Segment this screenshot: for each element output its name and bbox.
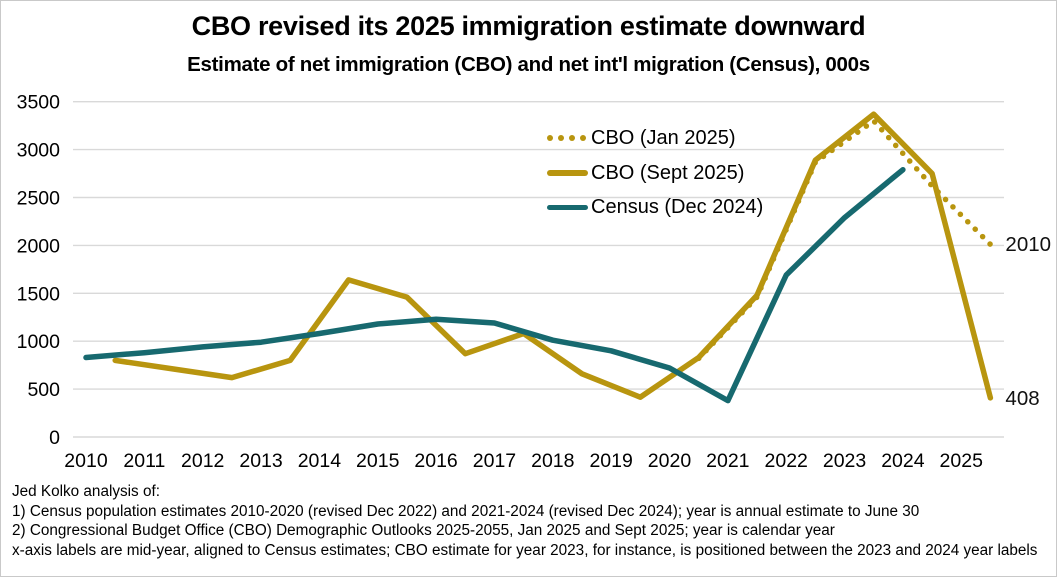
solid-teal-line-swatch (547, 204, 588, 210)
footnotes: Jed Kolko analysis of: 1) Census populat… (12, 482, 1037, 561)
y-axis-tick-label: 3000 (17, 140, 61, 162)
x-axis-tick-label: 2014 (298, 450, 342, 472)
footnote-line-3: 2) Congressional Budget Office (CBO) Dem… (12, 522, 835, 540)
line-end-value-label-cbo-sept: 408 (1005, 386, 1040, 410)
series-line-census-dec-2024 (83, 166, 906, 404)
legend-item-cbo-jan-2025: CBO (Jan 2025) (547, 121, 763, 156)
x-axis-tick-label: 2025 (940, 450, 984, 472)
x-axis-tick-label: 2013 (239, 450, 282, 472)
x-axis-tick-label: 2023 (823, 450, 866, 472)
solid-gold-line-swatch (547, 170, 588, 176)
x-axis-tick-label: 2019 (589, 450, 632, 472)
line-end-value-label-cbo-jan: 2010 (1005, 233, 1052, 257)
x-axis-tick-label: 2020 (648, 450, 692, 472)
y-axis-tick-label: 0 (49, 427, 60, 449)
dotted-line-swatch (547, 135, 588, 142)
y-axis-tick-label: 500 (27, 379, 60, 401)
x-axis-tick-label: 2017 (473, 450, 516, 472)
x-axis-tick-label: 2011 (123, 450, 165, 472)
legend-label-cbo-jan-2025: CBO (Jan 2025) (591, 127, 736, 150)
y-axis-tick-label: 1500 (17, 283, 61, 305)
series-line-cbo-sept-2025 (112, 111, 994, 401)
footnote-line-2: 1) Census population estimates 2010-2020… (12, 502, 920, 520)
x-axis-tick-label: 2012 (181, 450, 224, 472)
x-axis-tick-label: 2021 (706, 450, 749, 472)
footnote-line-4: x-axis labels are mid-year, aligned to C… (12, 542, 1038, 560)
x-axis-tick-label: 2016 (414, 450, 457, 472)
x-axis-tick-label: 2018 (531, 450, 574, 472)
y-axis-tick-label: 1000 (17, 331, 61, 353)
x-axis-tick-label: 2024 (881, 450, 925, 472)
x-axis-tick-label: 2022 (765, 450, 808, 472)
chart-legend: CBO (Jan 2025) CBO (Sept 2025) Census (D… (547, 121, 763, 225)
legend-label-census-dec-2024: Census (Dec 2024) (591, 196, 764, 219)
y-axis-tick-label: 3500 (17, 92, 61, 114)
legend-item-census-dec-2024: Census (Dec 2024) (547, 190, 763, 225)
x-axis-tick-label: 2015 (356, 450, 400, 472)
legend-label-cbo-sept-2025: CBO (Sept 2025) (591, 161, 745, 184)
chart-title: CBO revised its 2025 immigration estimat… (191, 11, 866, 41)
legend-item-cbo-sept-2025: CBO (Sept 2025) (547, 156, 763, 191)
chart-subtitle: Estimate of net immigration (CBO) and ne… (187, 53, 870, 76)
x-axis-tick-label: 2010 (64, 450, 108, 472)
y-axis-tick-label: 2500 (17, 188, 61, 210)
y-axis-tick-label: 2000 (17, 235, 61, 257)
footnote-line-1: Jed Kolko analysis of: (12, 483, 160, 500)
